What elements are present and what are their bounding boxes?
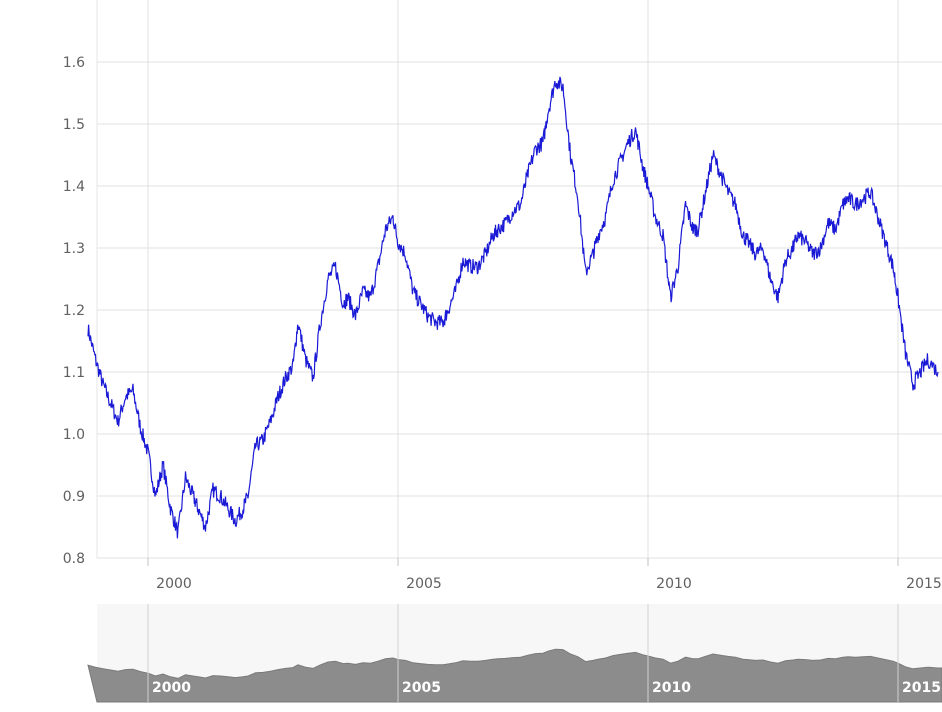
x-tick-label: 2015 (906, 576, 942, 592)
x-tick-label: 2005 (406, 576, 442, 592)
y-tick-label: 1.5 (63, 117, 85, 133)
navigator-label: 2005 (402, 680, 441, 696)
y-tick-label: 0.9 (63, 489, 85, 505)
navigator-label: 2015 (902, 680, 941, 696)
y-tick-label: 1.3 (63, 241, 85, 257)
navigator-label: 2010 (652, 680, 691, 696)
range-navigator[interactable]: 2000 2005 2010 2015 (87, 604, 942, 703)
chart-axes: 0.8 0.9 1.0 1.1 1.2 1.3 1.4 1.5 1.6 2000 2005 2010 2… (63, 55, 942, 592)
chart-grid (96, 0, 942, 559)
navigator-label: 2000 (152, 680, 191, 696)
navigator-area (87, 648, 942, 703)
x-tick-label: 2010 (656, 576, 692, 592)
chart-series (87, 76, 939, 539)
series-line (87, 76, 939, 539)
y-tick-label: 1.2 (63, 303, 85, 319)
y-tick-label: 1.1 (63, 365, 85, 381)
y-tick-label: 1.6 (63, 55, 85, 71)
y-tick-label: 1.4 (63, 179, 85, 195)
y-tick-label: 1.0 (63, 427, 85, 443)
y-tick-label: 0.8 (63, 551, 85, 567)
x-tick-label: 2000 (156, 576, 192, 592)
